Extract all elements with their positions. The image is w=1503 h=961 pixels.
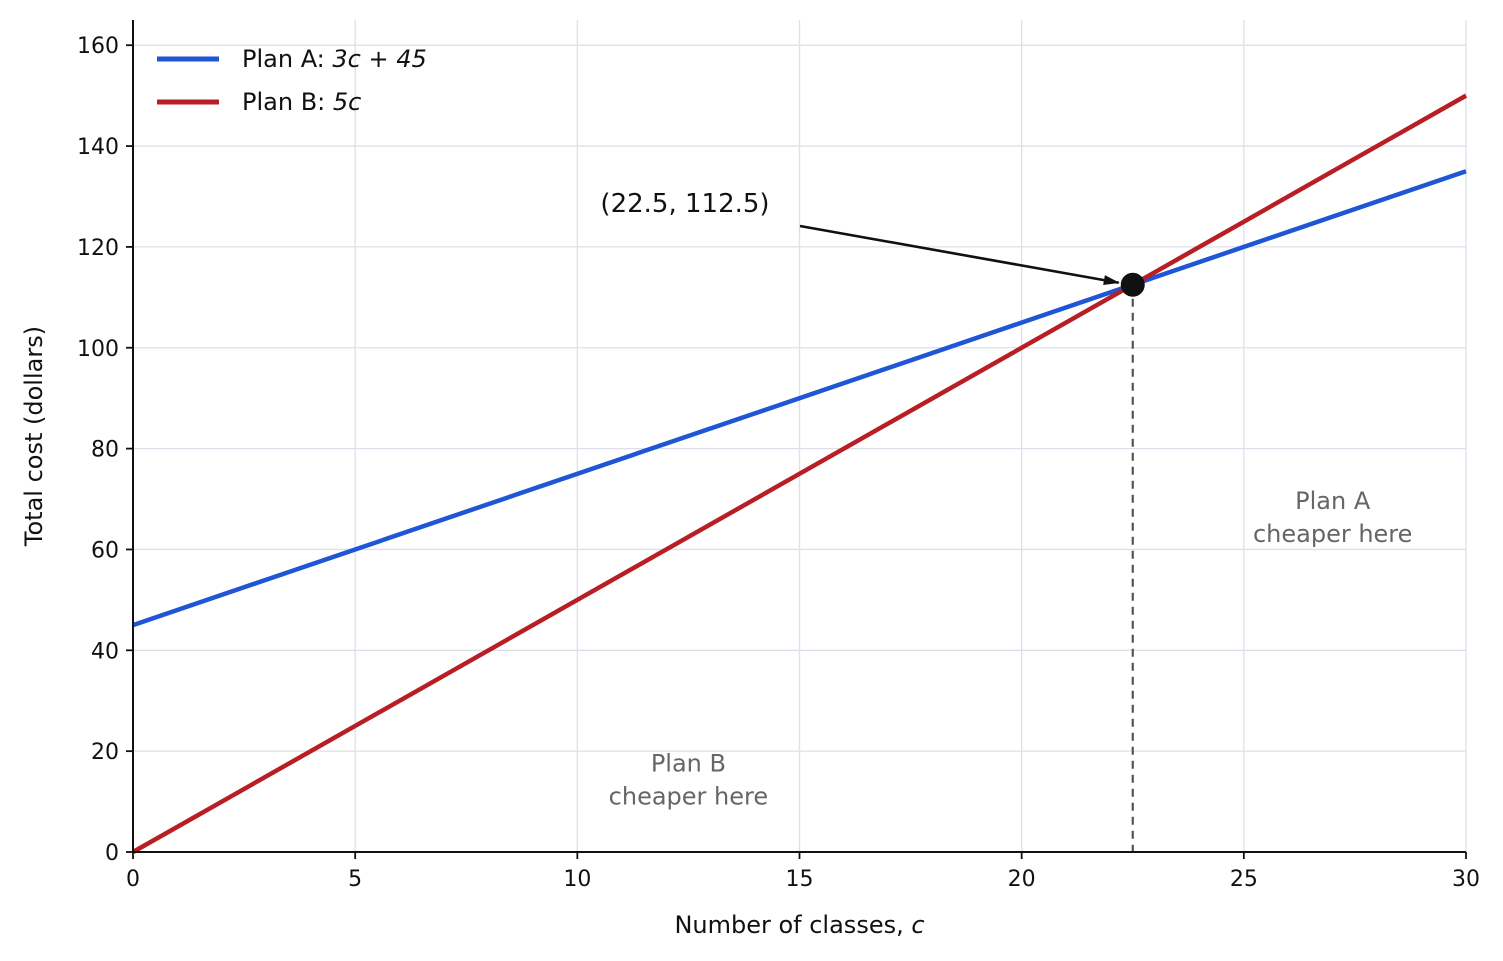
y-tick-label: 80 [91, 438, 119, 463]
x-tick-label: 25 [1230, 867, 1258, 892]
y-axis-label: Total cost (dollars) [20, 326, 48, 547]
y-tick-label: 60 [91, 538, 119, 563]
series-lines [131, 93, 1468, 854]
region-label-line: Plan B [651, 749, 726, 777]
series-line-plan-b [131, 93, 1468, 854]
x-tick-label: 15 [786, 867, 814, 892]
y-tick-label: 40 [91, 639, 119, 664]
region-label-line: Plan A [1295, 487, 1371, 515]
region-label-plan-b: Plan B cheaper here [609, 749, 768, 810]
x-axis-label-text: Number of classes, [674, 911, 911, 939]
x-axis-label: Number of classes, c [674, 911, 924, 939]
x-tick-label: 20 [1008, 867, 1036, 892]
y-tick-label: 0 [105, 841, 119, 866]
grid-lines [132, 20, 1467, 853]
intersection-point [1120, 272, 1145, 297]
y-tick-label: 20 [91, 740, 119, 765]
x-tick-label: 30 [1452, 867, 1480, 892]
x-tick-label: 10 [563, 867, 591, 892]
legend-label-expression: 5c [333, 88, 361, 116]
legend-label-name: Plan B: [242, 88, 333, 116]
x-tick-label: 5 [348, 867, 362, 892]
annotation-arrow [799, 224, 1120, 286]
y-tick-label: 160 [77, 34, 119, 59]
legend-label-plan-a: Plan A: 3c + 45 [242, 45, 427, 73]
region-label-line: cheaper here [609, 782, 768, 810]
series-line-plan-a [132, 169, 1467, 628]
x-axis-label-variable: c [911, 911, 924, 939]
y-tick-label: 100 [77, 337, 119, 362]
y-tick-label: 120 [77, 236, 119, 261]
legend-label-plan-b: Plan B: 5c [242, 88, 361, 116]
region-label-plan-a: Plan A cheaper here [1253, 487, 1412, 548]
annotations: (22.5, 112.5) Plan B cheaper here Plan A che… [600, 189, 1412, 852]
region-label-line: cheaper here [1253, 520, 1412, 548]
x-tick-label: 0 [126, 867, 140, 892]
y-tick-label: 140 [77, 135, 119, 160]
legend: Plan A: 3c + 45 Plan B: 5c [157, 45, 427, 116]
tick-labels: 0 5 10 15 20 25 30 0 20 40 60 80 100 120 140 160 [77, 34, 1480, 892]
legend-label-expression: 3c + 45 [332, 45, 426, 73]
legend-label-name: Plan A: [242, 45, 332, 73]
intersection-label: (22.5, 112.5) [600, 189, 769, 219]
axes [126, 20, 1467, 859]
